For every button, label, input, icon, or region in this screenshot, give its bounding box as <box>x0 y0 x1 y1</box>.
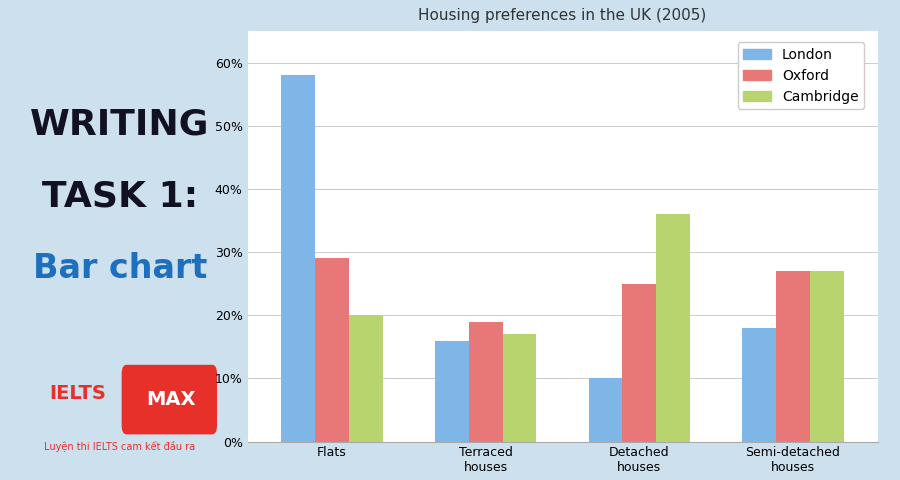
Bar <box>349 315 382 442</box>
Bar <box>589 378 623 442</box>
Text: Luyện thi IELTS cam kết đầu ra: Luyện thi IELTS cam kết đầu ra <box>44 441 194 452</box>
Bar <box>623 284 656 442</box>
Text: IELTS: IELTS <box>50 384 106 403</box>
Bar <box>810 271 843 442</box>
Bar <box>315 259 349 442</box>
Bar <box>435 341 469 442</box>
Bar <box>502 334 536 442</box>
FancyBboxPatch shape <box>122 365 217 434</box>
Text: TASK 1:: TASK 1: <box>41 180 198 214</box>
Bar <box>469 322 502 442</box>
Title: Housing preferences in the UK (2005): Housing preferences in the UK (2005) <box>418 8 706 23</box>
Bar <box>656 214 690 442</box>
Bar <box>776 271 810 442</box>
Text: WRITING: WRITING <box>30 108 210 142</box>
Text: MAX: MAX <box>146 390 195 409</box>
Bar <box>282 75 315 442</box>
Bar <box>742 328 776 442</box>
Text: Bar chart: Bar chart <box>32 252 207 285</box>
Legend: London, Oxford, Cambridge: London, Oxford, Cambridge <box>738 42 864 109</box>
